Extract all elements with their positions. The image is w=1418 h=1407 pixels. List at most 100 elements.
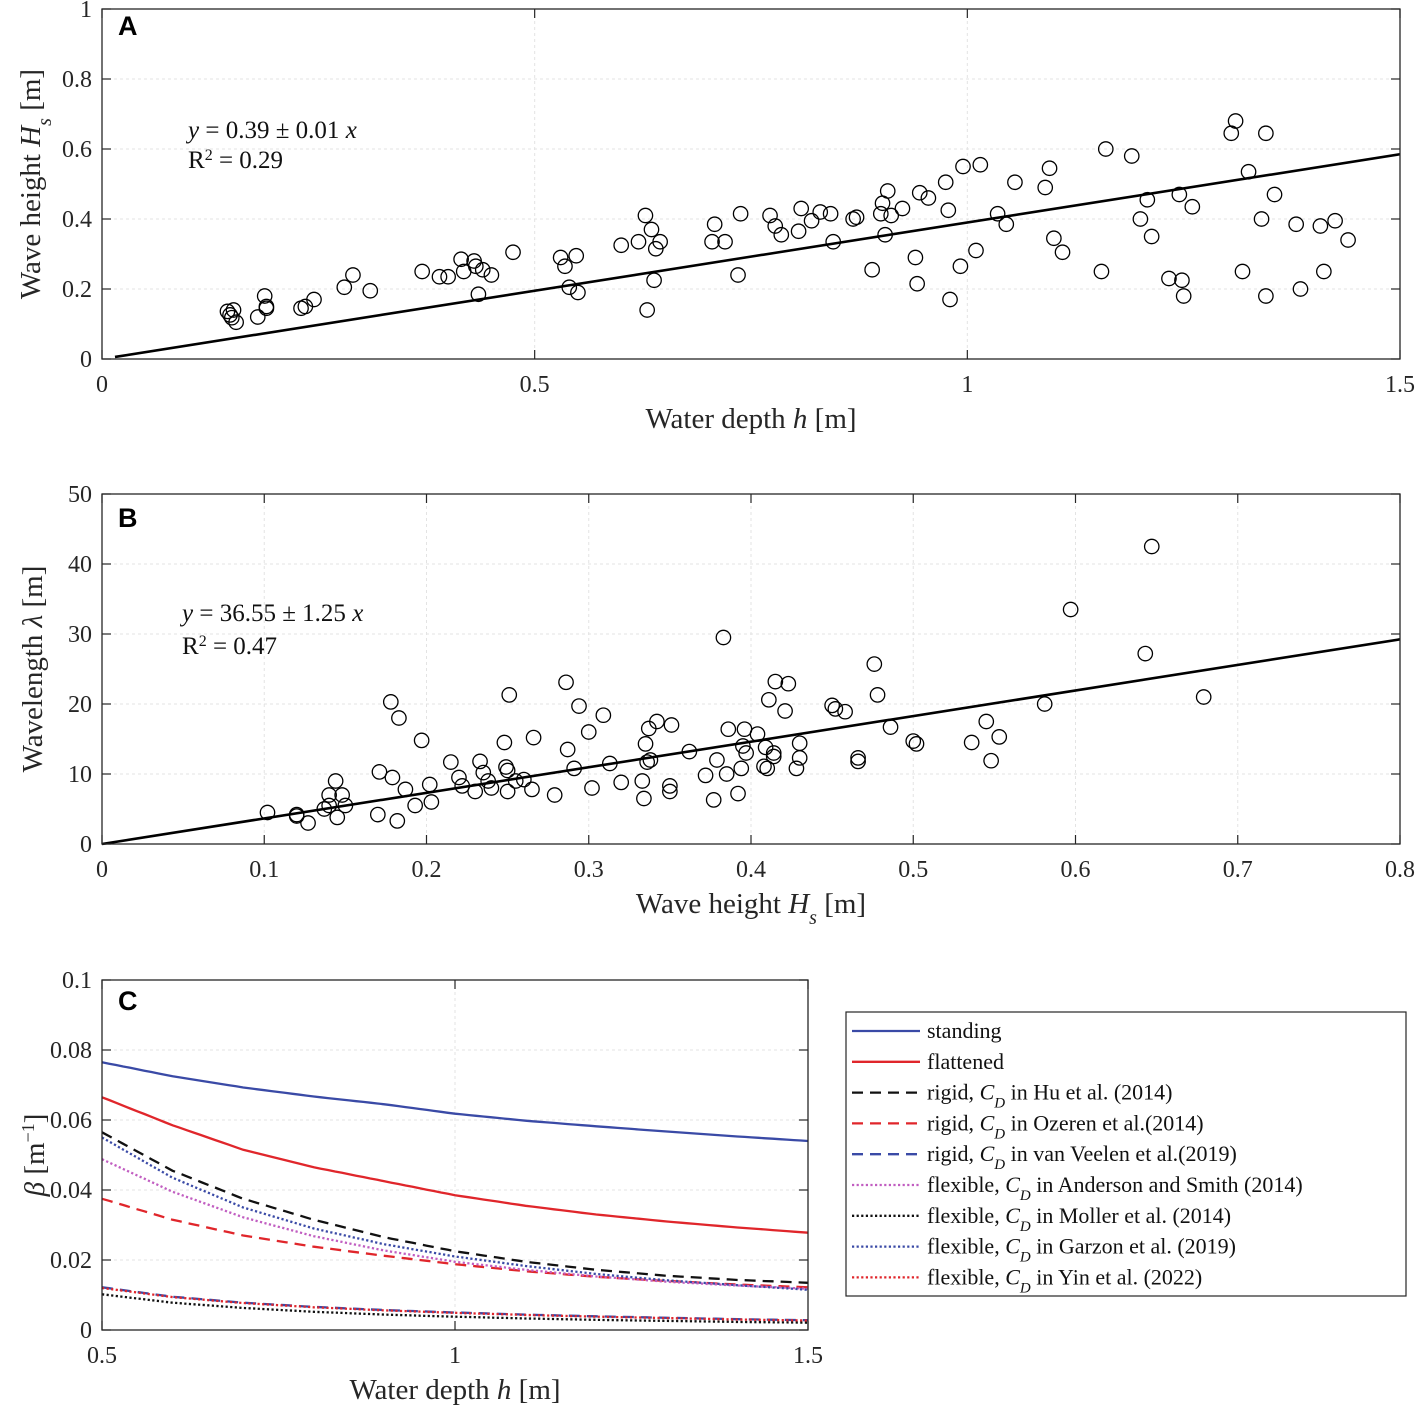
panel-a-ytick-label: 0.6: [62, 137, 92, 163]
panel-a-data-point: [1007, 174, 1023, 191]
panel-b-xtick-label: 0.2: [412, 857, 442, 883]
panel-c-ytick-label: 0.04: [50, 1178, 92, 1204]
legend-entry-label: flexible, CD in Yin et al. (2022): [927, 1264, 1202, 1296]
panel-a-data-point: [1316, 263, 1332, 280]
panel-b-data-point: [369, 806, 386, 823]
panel-c-ytick-label: 0.08: [50, 1038, 92, 1064]
legend-entry-label: rigid, CD in Hu et al. (2014): [927, 1080, 1173, 1112]
panel-a-data-point: [879, 183, 896, 199]
panel-a-xlabel: Water depth h [m]: [645, 403, 856, 435]
panel-c-xtick-label: 1: [449, 1343, 461, 1369]
panel-a-data-point: [1171, 186, 1188, 203]
panel-a-data-point: [306, 291, 322, 308]
panel-a-data-point: [940, 202, 957, 219]
panel-c-series-line: [101, 1158, 809, 1290]
panel-a-data-point: [1288, 216, 1305, 233]
panel-b-data-point: [767, 673, 784, 690]
panel-c-ticks: 0.5 1 1.5 0 0.02 0.04 0.06 0.08 0.1: [50, 968, 823, 1369]
panel-a-ytick-label: 0.8: [62, 67, 92, 93]
panel-b-data-point: [850, 750, 866, 766]
panel-b-xtick-label: 0.7: [1223, 857, 1253, 883]
panel-b-data-point: [639, 754, 656, 770]
panel-a-data-point: [505, 244, 521, 261]
panel-b-data-point: [963, 734, 980, 751]
panel-b-data-point: [905, 733, 922, 749]
panel-a-data-point: [790, 223, 807, 240]
panel-a-xtick-label: 1: [961, 372, 973, 398]
panel-a-data-point: [767, 218, 784, 234]
panel-b-data-point: [765, 748, 782, 765]
panel-b-ytick-label: 0: [80, 832, 92, 858]
panel-a-data-point: [1234, 263, 1251, 280]
panel-a-label: A: [118, 11, 138, 41]
panel-a-data-point: [864, 261, 880, 278]
panel-a-data-point: [643, 221, 660, 238]
panel-a-data-point: [1327, 212, 1343, 229]
panel-b-xtick-label: 0.3: [574, 857, 604, 883]
panel-a-data-point: [557, 258, 573, 275]
panel-a-data-point: [848, 209, 865, 226]
panel-a-xtick-label: 1.5: [1385, 372, 1415, 398]
panel-a-data-point: [225, 302, 242, 318]
panel-a-data-point: [362, 282, 379, 299]
panel-a-data-point: [920, 190, 937, 206]
panel-a-data-point: [732, 205, 749, 222]
panel-a-data-point: [1097, 141, 1114, 157]
panel-a-data-point: [637, 207, 654, 224]
panel-b-data-point: [329, 809, 346, 826]
panel-b-data-point: [791, 750, 808, 766]
panel-a-data-point: [1054, 244, 1071, 261]
panel-b-data-point: [496, 734, 513, 751]
panel-c-grid: [102, 980, 808, 1330]
panel-b-data-point: [259, 804, 276, 821]
legend-entry-label: flexible, CD in Garzon et al. (2019): [927, 1234, 1236, 1266]
panel-b-data-point: [580, 724, 597, 740]
panel-b-data-point: [705, 792, 722, 808]
panel-b-data-point: [736, 721, 753, 738]
panel-b-data-point: [595, 707, 612, 724]
panel-a-data-point: [1041, 160, 1058, 177]
panel-b-data-point: [515, 771, 532, 788]
panel-a-data-point: [911, 184, 928, 201]
panel-a-ticks: 0 0.5 1 1.5 0 0.2 0.4 0.6 0.8 1: [62, 0, 1415, 398]
panel-b-data-point: [321, 797, 337, 814]
panel-b-data-point: [1195, 689, 1212, 705]
panel-b-data-point: [558, 674, 574, 691]
panel-a-data-point: [570, 284, 586, 301]
legend-box: [845, 1011, 1407, 1297]
panel-b-data-point: [472, 753, 488, 770]
panel-a-data-point: [652, 233, 668, 250]
panel-b-data-point: [300, 815, 316, 831]
panel-b-data-point: [850, 753, 866, 770]
panel-a-data-point: [1046, 230, 1062, 247]
panel-a-data-point: [630, 233, 647, 250]
panel-a-data-point: [706, 216, 723, 233]
panel-a-data-point: [822, 205, 839, 222]
panel-a-plot: 0 0.5 1 1.5 0 0.2 0.4 0.6 0.8 1 A y = 0.39 ± 0.01…: [15, 0, 1415, 435]
panel-a-data-point: [336, 279, 353, 296]
panel-b-data-point: [524, 781, 540, 798]
panel-c-ytick-label: 0.06: [50, 1108, 92, 1134]
panel-a-data-point: [1184, 198, 1201, 215]
panel-b-data-point: [777, 703, 793, 719]
panel-a-ylabel: Wave height Hs [m]: [15, 69, 56, 299]
panel-b-data-point: [636, 790, 652, 807]
panel-b-ytick-label: 20: [68, 692, 92, 718]
panel-b-ytick-label: 30: [68, 622, 92, 648]
panel-a-data-point: [1340, 232, 1356, 248]
panel-a-data-point: [345, 267, 361, 283]
panel-a-markers: [114, 113, 1401, 359]
panel-a-data-point: [907, 249, 924, 266]
panel-a-data-point: [773, 226, 790, 243]
legend-entry-label: standing: [927, 1018, 1002, 1043]
panel-a-data-point: [1037, 179, 1054, 196]
panel-b-data-point: [760, 691, 777, 708]
panel-a-data-point: [1258, 288, 1274, 304]
panel-b-data-point: [866, 656, 883, 672]
panel-a-ytick-label: 0.4: [62, 207, 92, 233]
panel-a-ytick-label: 0: [80, 347, 92, 373]
panel-c-label: C: [118, 986, 138, 1016]
panel-b-ytick-label: 40: [68, 552, 92, 578]
panel-c-series-line: [101, 1131, 809, 1284]
